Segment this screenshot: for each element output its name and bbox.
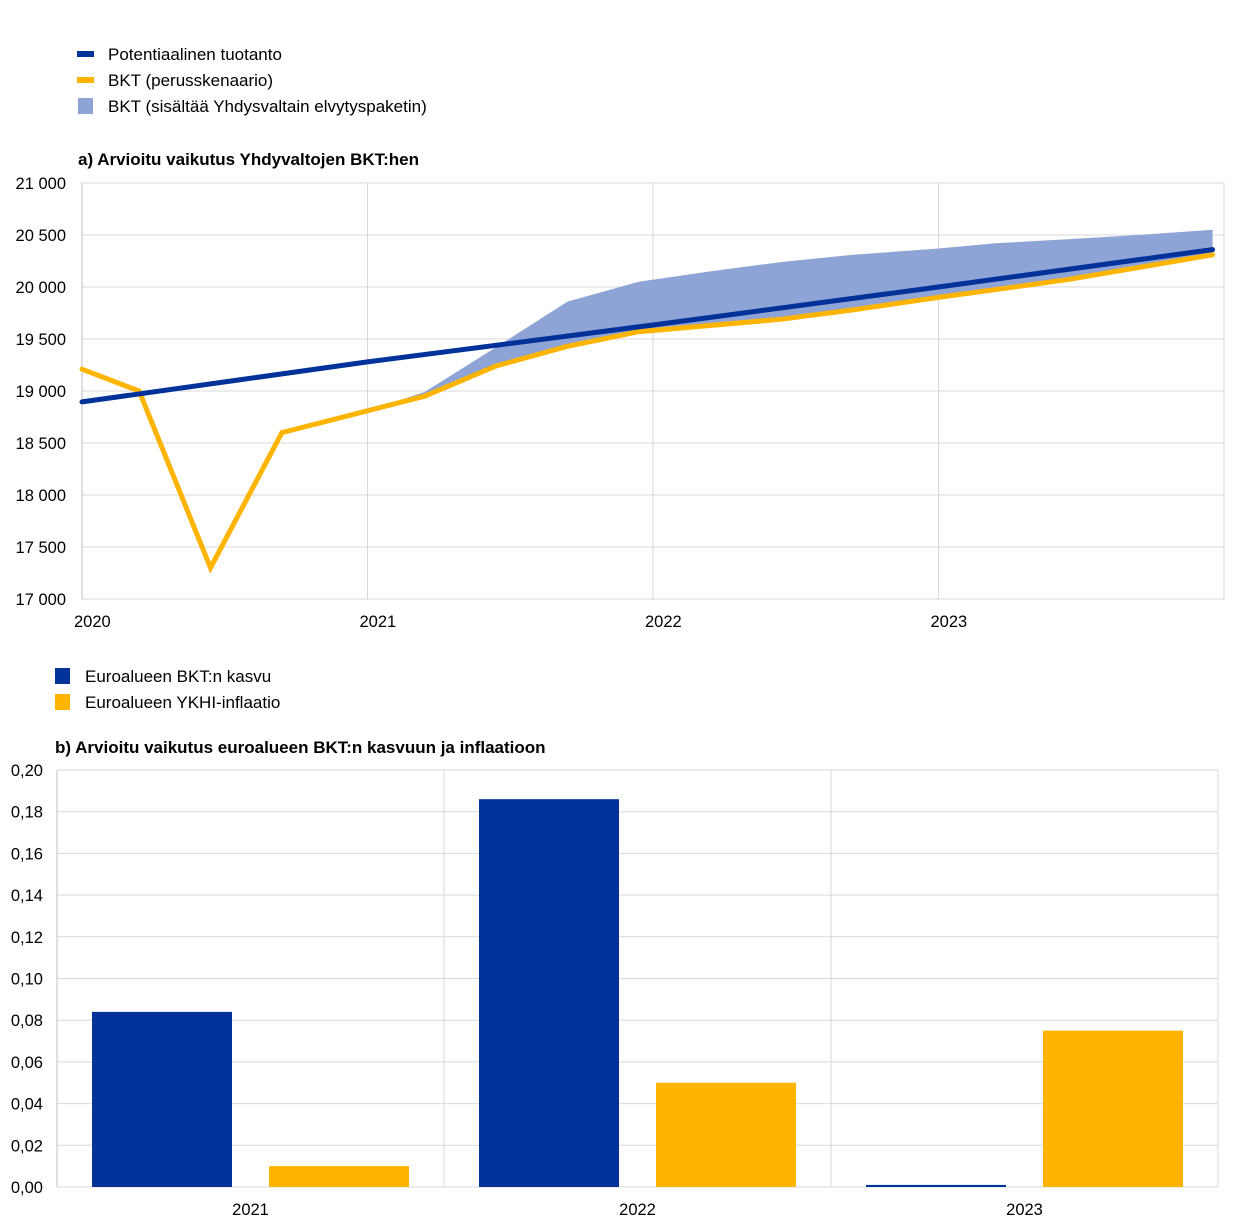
chart-a-legend: Potentiaalinen tuotanto BKT (perusskenaar… bbox=[77, 45, 427, 116]
legend-label-b-1: Euroalueen YKHI-inflaatio bbox=[85, 693, 280, 712]
bar-2023-series-1 bbox=[1043, 1030, 1183, 1187]
y-tick-label-b-0: 0,00 bbox=[11, 1179, 43, 1197]
legend-swatch-a-0 bbox=[77, 51, 94, 57]
x-tick-label-b-1: 2022 bbox=[619, 1201, 656, 1219]
legend-label-a-2: BKT (sisältää Yhdysvaltain elvytyspaketi… bbox=[108, 97, 427, 116]
legend-label-b-0: Euroalueen BKT:n kasvu bbox=[85, 667, 271, 686]
legend-label-a-1: BKT (perusskenaario) bbox=[108, 71, 273, 90]
chart-b-gridlines bbox=[56, 769, 1219, 1188]
y-tick-label-b-4: 0,08 bbox=[11, 1012, 43, 1030]
chart-a-lines bbox=[79, 247, 1216, 574]
series-line-gdp-baseline bbox=[79, 252, 1216, 574]
chart-b-bars bbox=[92, 799, 1183, 1187]
series-area-stimulus bbox=[367, 229, 1213, 411]
y-tick-label-a-8: 21 000 bbox=[16, 175, 66, 193]
chart-panel-b: Euroalueen BKT:n kasvu Euroalueen YKHI-in… bbox=[11, 667, 1219, 1219]
y-tick-label-b-1: 0,02 bbox=[11, 1137, 43, 1155]
y-tick-label-a-2: 18 000 bbox=[16, 487, 66, 505]
chart-a-area bbox=[367, 229, 1213, 411]
x-tick-label-a-0: 2020 bbox=[74, 613, 111, 631]
series-line-potential-output bbox=[79, 247, 1216, 405]
bar-2022-series-0 bbox=[479, 799, 619, 1187]
chart-b-legend: Euroalueen BKT:n kasvu Euroalueen YKHI-in… bbox=[55, 667, 280, 712]
y-tick-label-a-7: 20 500 bbox=[16, 227, 66, 245]
y-tick-label-a-5: 19 500 bbox=[16, 331, 66, 349]
x-tick-label-a-2: 2022 bbox=[645, 613, 682, 631]
bar-2021-series-0 bbox=[92, 1011, 232, 1187]
bar-2022-series-1 bbox=[656, 1082, 796, 1187]
chart-a-title: a) Arvioitu vaikutus Yhdyvaltojen BKT:he… bbox=[78, 150, 419, 169]
y-tick-label-b-3: 0,06 bbox=[11, 1054, 43, 1072]
chart-b-y-axis: 0,00 0,02 0,04 0,06 0,08 0,10 0,12 0,14 0,16 0,18… bbox=[11, 762, 43, 1197]
chart-panel-a: Potentiaalinen tuotanto BKT (perusskenaar… bbox=[16, 45, 1225, 631]
y-tick-label-a-3: 18 500 bbox=[16, 435, 66, 453]
y-tick-label-b-9: 0,18 bbox=[11, 804, 43, 822]
bar-2021-series-1 bbox=[269, 1166, 409, 1187]
legend-swatch-b-0 bbox=[55, 668, 70, 684]
y-tick-label-b-6: 0,12 bbox=[11, 929, 43, 947]
y-tick-label-a-4: 19 000 bbox=[16, 383, 66, 401]
y-tick-label-b-10: 0,20 bbox=[11, 762, 43, 780]
chart-b-x-axis: 2021 2022 2023 bbox=[232, 1201, 1043, 1219]
chart-a-x-axis: 2020 2021 2022 2023 bbox=[74, 613, 967, 631]
y-tick-label-b-8: 0,16 bbox=[11, 845, 43, 863]
y-tick-label-b-2: 0,04 bbox=[11, 1096, 43, 1114]
y-tick-label-a-6: 20 000 bbox=[16, 279, 66, 297]
x-tick-label-a-3: 2023 bbox=[931, 613, 968, 631]
y-tick-label-a-0: 17 000 bbox=[16, 591, 66, 609]
y-tick-label-a-1: 17 500 bbox=[16, 539, 66, 557]
legend-swatch-a-2 bbox=[78, 98, 93, 114]
chart-a-y-axis: 17 000 17 500 18 000 18 500 19 000 19 500 20 0… bbox=[16, 175, 66, 609]
legend-label-a-0: Potentiaalinen tuotanto bbox=[108, 45, 282, 64]
x-tick-label-b-0: 2021 bbox=[232, 1201, 269, 1219]
bar-2023-series-0 bbox=[866, 1184, 1006, 1187]
legend-swatch-a-1 bbox=[77, 77, 94, 83]
x-tick-label-b-2: 2023 bbox=[1006, 1201, 1043, 1219]
chart-b-title: b) Arvioitu vaikutus euroalueen BKT:n ka… bbox=[55, 738, 546, 757]
x-tick-label-a-1: 2021 bbox=[360, 613, 397, 631]
legend-swatch-b-1 bbox=[55, 694, 70, 710]
y-tick-label-b-5: 0,10 bbox=[11, 971, 43, 989]
y-tick-label-b-7: 0,14 bbox=[11, 887, 43, 905]
